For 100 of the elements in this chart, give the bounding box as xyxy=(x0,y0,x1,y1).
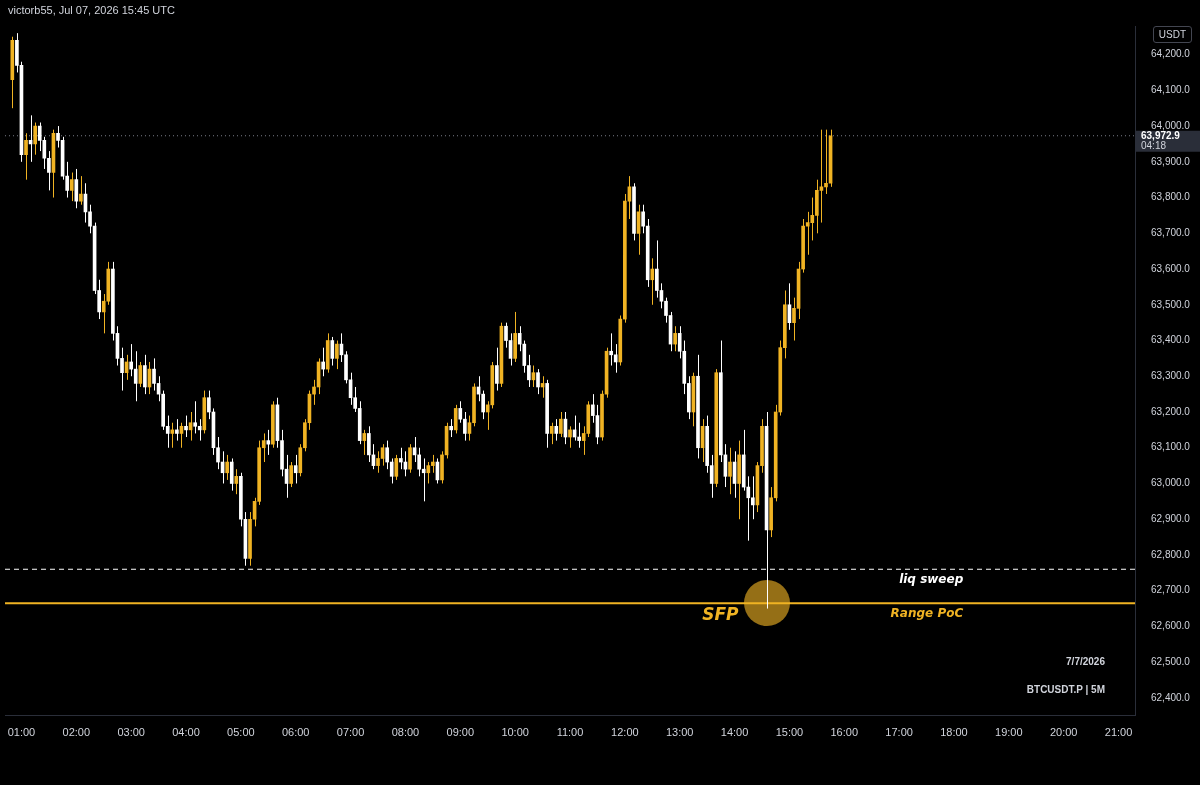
candlestick xyxy=(650,257,655,306)
candlestick xyxy=(426,461,431,484)
candlestick xyxy=(74,168,79,209)
y-tick-label: 62,600.0 xyxy=(1151,620,1191,632)
y-tick-label: 63,000.0 xyxy=(1151,477,1191,489)
candlestick xyxy=(824,129,828,195)
candlestick xyxy=(321,347,325,377)
y-tick-label: 62,400.0 xyxy=(1151,691,1191,703)
candlestick xyxy=(421,457,426,502)
y-tick-label: 62,900.0 xyxy=(1151,512,1191,524)
candlestick xyxy=(673,325,677,352)
x-tick-label: 16:00 xyxy=(830,726,859,739)
ref-line-label: 63,972.9 xyxy=(1141,129,1181,141)
candlestick xyxy=(335,340,339,370)
x-tick-label: 10:00 xyxy=(501,726,529,739)
y-tick-label: 63,500.0 xyxy=(1151,298,1191,310)
candlestick xyxy=(184,415,188,438)
y-tick-label: 64,000.0 xyxy=(1151,119,1191,131)
x-tick-label: 02:00 xyxy=(62,726,91,739)
annotation: 7/7/2026 xyxy=(1066,655,1106,667)
y-tick-label: 63,700.0 xyxy=(1151,227,1191,239)
candlestick xyxy=(289,461,293,488)
candlestick xyxy=(549,422,554,445)
candlestick xyxy=(229,457,234,492)
candlestick xyxy=(376,450,380,474)
ref-line-label: Range PoC xyxy=(890,606,964,621)
y-tick-label: 63,800.0 xyxy=(1151,191,1191,203)
ref-line-label: liq sweep xyxy=(899,572,964,587)
candlestick xyxy=(266,429,271,456)
candlestick xyxy=(143,354,147,395)
candlestick xyxy=(453,404,458,434)
candlestick xyxy=(312,379,316,406)
x-tick-label: 01:00 xyxy=(7,726,36,739)
text: 04:18 xyxy=(1141,139,1167,151)
chart-title: victorb55, Jul 07, 2026 15:45 UTC xyxy=(8,4,175,16)
x-tick-label: 19:00 xyxy=(995,726,1023,739)
candlestick xyxy=(613,343,618,374)
y-tick-label: 63,200.0 xyxy=(1151,405,1191,417)
candlestick xyxy=(554,418,559,442)
candlestick xyxy=(138,361,143,388)
candlestick xyxy=(655,239,659,299)
x-tick-label: 12:00 xyxy=(611,726,639,739)
x-tick-label: 04:00 xyxy=(172,726,200,739)
candlestick xyxy=(330,336,335,367)
candlestick xyxy=(568,425,572,449)
candlestick xyxy=(408,443,412,474)
x-tick-label: 15:00 xyxy=(775,726,804,739)
candlestick xyxy=(152,357,156,392)
x-tick-label: 17:00 xyxy=(885,726,913,739)
candlestick xyxy=(129,343,133,377)
y-tick-label: 63,400.0 xyxy=(1151,334,1191,346)
y-tick-label: 63,300.0 xyxy=(1151,370,1191,382)
x-tick-label: 18:00 xyxy=(940,726,968,739)
candlestick xyxy=(234,468,239,495)
candlestick xyxy=(728,447,732,495)
candlestick xyxy=(559,411,563,438)
x-tick-label: 14:00 xyxy=(720,726,749,739)
candlestick xyxy=(170,422,175,449)
candlestick xyxy=(641,204,645,234)
annotation: BTCUSDT.P | 5M xyxy=(1026,683,1105,695)
annotation: SFP xyxy=(702,603,740,624)
candlestick xyxy=(458,400,463,424)
x-tick-label: 20:00 xyxy=(1049,726,1078,739)
x-tick-label: 05:00 xyxy=(227,726,255,739)
candlestick xyxy=(88,204,92,234)
candlestick xyxy=(79,175,83,206)
y-tick-label: 63,100.0 xyxy=(1151,441,1191,453)
candlestick xyxy=(805,211,810,256)
x-tick-label: 07:00 xyxy=(336,726,365,739)
candlestick xyxy=(133,350,138,402)
x-tick-label: 08:00 xyxy=(391,726,420,739)
candlestick xyxy=(463,411,467,442)
candlestick xyxy=(197,418,202,442)
candlestick xyxy=(69,172,74,202)
candlestick xyxy=(362,429,367,456)
x-tick-label: 21:00 xyxy=(1104,726,1133,739)
y-tick-label: 62,700.0 xyxy=(1151,584,1191,596)
candlestick xyxy=(24,132,28,181)
candlestick xyxy=(33,122,37,156)
y-axis-title: USDT xyxy=(1152,26,1192,43)
y-tick-label: 62,800.0 xyxy=(1151,548,1191,560)
candlestick xyxy=(293,454,298,484)
candlestick xyxy=(175,418,179,442)
y-tick-label: 63,900.0 xyxy=(1151,155,1191,167)
x-tick-label: 13:00 xyxy=(665,726,694,739)
x-tick-label: 11:00 xyxy=(556,726,584,739)
candlestick xyxy=(367,425,371,463)
y-tick-label: 64,200.0 xyxy=(1151,48,1191,60)
x-tick-label: 06:00 xyxy=(281,726,310,739)
candlestick xyxy=(495,347,499,392)
x-tick-label: 03:00 xyxy=(117,726,145,739)
candlestick xyxy=(207,390,211,420)
candlestick xyxy=(394,454,399,481)
y-tick-label: 64,100.0 xyxy=(1151,84,1191,96)
candlestick xyxy=(536,368,540,395)
candlestick xyxy=(389,457,394,484)
y-tick-label: 63,600.0 xyxy=(1151,262,1191,274)
x-tick-label: 09:00 xyxy=(446,726,475,739)
y-tick-label: 62,500.0 xyxy=(1151,655,1191,667)
candlestick xyxy=(385,440,389,470)
